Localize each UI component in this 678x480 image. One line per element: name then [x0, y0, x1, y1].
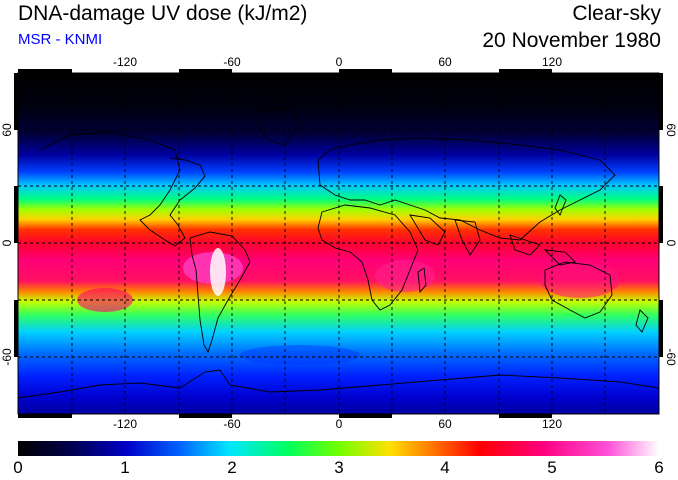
- lon-label-top: -60: [223, 55, 241, 69]
- map-border-bars: [14, 69, 663, 418]
- colorbar-tick: 0: [13, 458, 23, 477]
- colorbar: [18, 441, 659, 456]
- graticule: [18, 73, 659, 414]
- lon-label-top: -120: [113, 55, 137, 69]
- colorbar-tick: 6: [654, 458, 664, 477]
- lat-label-right: 0: [664, 240, 678, 247]
- colorbar-tick: 1: [120, 458, 130, 477]
- source-label: MSR - KNMI: [18, 31, 103, 48]
- lat-label-right: 60: [664, 123, 678, 137]
- uv-field: [18, 73, 659, 414]
- lon-label-bottom: -120: [113, 417, 137, 431]
- lat-label-left: -60: [0, 348, 14, 366]
- lat-label-left: 60: [0, 123, 14, 137]
- lon-label-top: 60: [438, 55, 452, 69]
- colorbar-tick: 3: [334, 458, 344, 477]
- lon-label-bottom: -60: [223, 417, 241, 431]
- map-title: DNA-damage UV dose (kJ/m2): [18, 2, 308, 25]
- colorbar-tick: 5: [547, 458, 557, 477]
- lon-label-top: 0: [336, 55, 343, 69]
- map-frame: [17, 72, 660, 415]
- lat-label-right: -60: [664, 348, 678, 366]
- lon-label-bottom: 60: [438, 417, 452, 431]
- lon-label-bottom: 0: [336, 417, 343, 431]
- colorbar-ticks: 0 1 2 3 4 5 6: [0, 458, 678, 480]
- date-label: 20 November 1980: [482, 29, 661, 52]
- sky-condition-label: Clear-sky: [572, 2, 661, 25]
- lon-label-top: 120: [542, 55, 562, 69]
- colorbar-tick: 4: [440, 458, 450, 477]
- lon-label-bottom: 120: [542, 417, 562, 431]
- colorbar-tick: 2: [227, 458, 237, 477]
- lat-label-left: 0: [0, 239, 14, 246]
